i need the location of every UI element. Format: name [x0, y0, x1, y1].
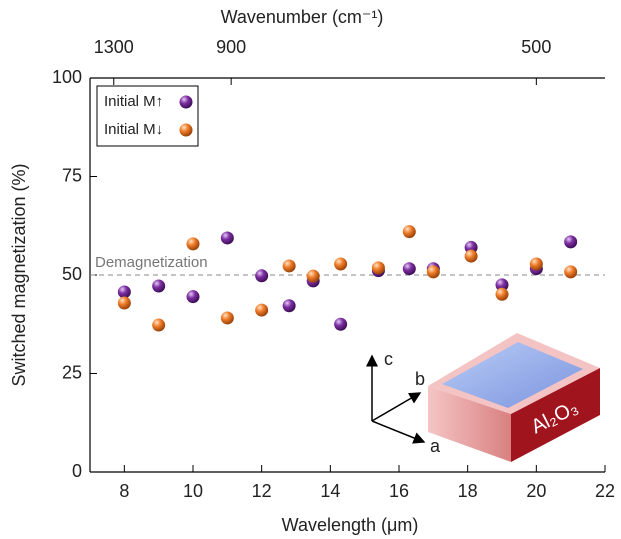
data-point	[495, 278, 509, 292]
y-tick-label: 0	[72, 461, 82, 481]
inset: c b a Al₂O₃	[366, 333, 600, 462]
data-point	[186, 237, 200, 251]
x-tick-label: 14	[320, 481, 340, 501]
data-point	[529, 257, 543, 271]
data-point	[220, 311, 234, 325]
x-tick-label: 16	[389, 481, 409, 501]
x2-tick-label: 500	[521, 37, 551, 57]
data-point	[282, 299, 296, 313]
data-point	[334, 257, 348, 271]
x-tick-label: 18	[458, 481, 478, 501]
legend-label: Initial M↓	[104, 121, 163, 138]
legend-marker	[179, 95, 193, 109]
legend-label: Initial M↑	[104, 93, 163, 110]
data-point	[306, 269, 320, 283]
crystal-front	[428, 386, 511, 462]
data-point	[564, 265, 578, 279]
axis-letter: c	[384, 349, 393, 369]
data-point	[152, 318, 166, 332]
y-tick-label: 100	[52, 67, 82, 87]
x-tick-label: 12	[252, 481, 272, 501]
legend-box	[96, 85, 199, 147]
axis-arrow	[371, 392, 422, 422]
crystal-film	[442, 342, 583, 408]
data-point	[564, 235, 578, 249]
x-tick-label: 22	[595, 481, 615, 501]
x2-label: Wavenumber (cm⁻¹)	[221, 7, 384, 27]
y-tick-label: 50	[62, 264, 82, 284]
x-label: Wavelength (μm)	[282, 515, 419, 535]
data-point	[186, 290, 200, 304]
data-point	[255, 269, 269, 283]
crystal-side	[511, 368, 600, 462]
data-point	[464, 249, 478, 263]
data-point	[220, 231, 234, 245]
x-tick-label: 20	[526, 481, 546, 501]
y-tick-label: 25	[62, 362, 82, 382]
axis-letter: b	[415, 369, 425, 389]
x-tick-label: 10	[183, 481, 203, 501]
data-point	[117, 296, 131, 310]
data-point	[402, 225, 416, 239]
data-point	[152, 279, 166, 293]
axis-arrow	[371, 420, 426, 444]
legend-marker	[179, 123, 193, 137]
data-point	[334, 317, 348, 331]
data-point	[495, 287, 509, 301]
data-point	[426, 265, 440, 279]
data-point	[371, 261, 385, 275]
reference-label: Demagnetization	[95, 254, 208, 271]
data-point	[282, 259, 296, 273]
y-tick-label: 75	[62, 165, 82, 185]
data-point	[255, 303, 269, 317]
y-label: Switched magnetization (%)	[9, 163, 29, 386]
data-point	[402, 262, 416, 276]
x2-tick-label: 1300	[94, 37, 134, 57]
x2-tick-label: 900	[216, 37, 246, 57]
axis-letter: a	[430, 436, 441, 456]
data-point	[117, 285, 131, 299]
x-tick-label: 8	[119, 481, 129, 501]
